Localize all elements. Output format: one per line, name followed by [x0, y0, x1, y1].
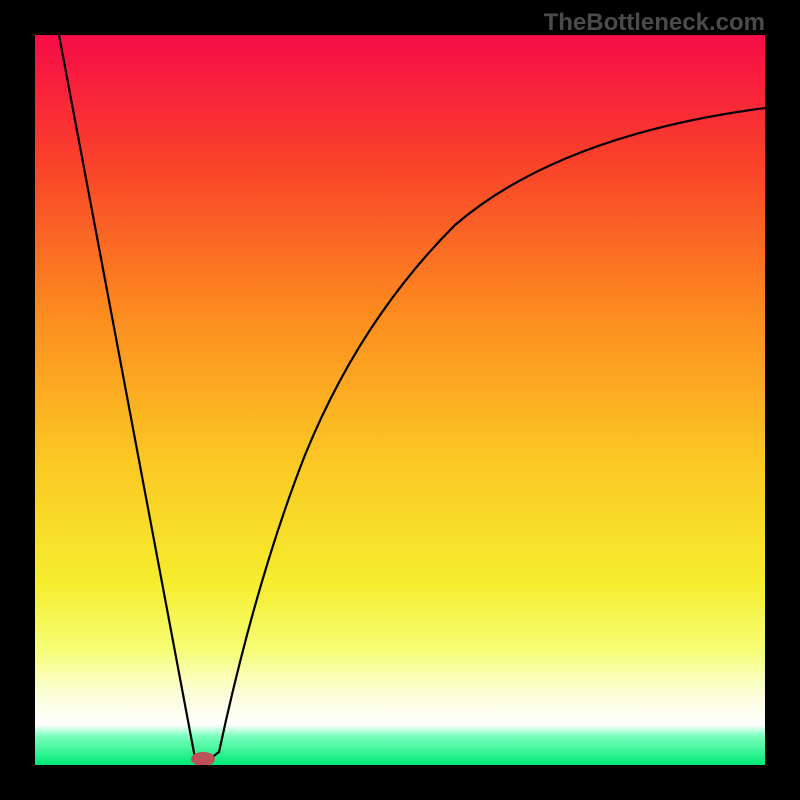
chart-svg: TheBottleneck.com — [0, 0, 800, 800]
watermark-text: TheBottleneck.com — [544, 9, 765, 36]
gradient-background — [35, 35, 765, 765]
minimum-marker — [191, 752, 215, 766]
